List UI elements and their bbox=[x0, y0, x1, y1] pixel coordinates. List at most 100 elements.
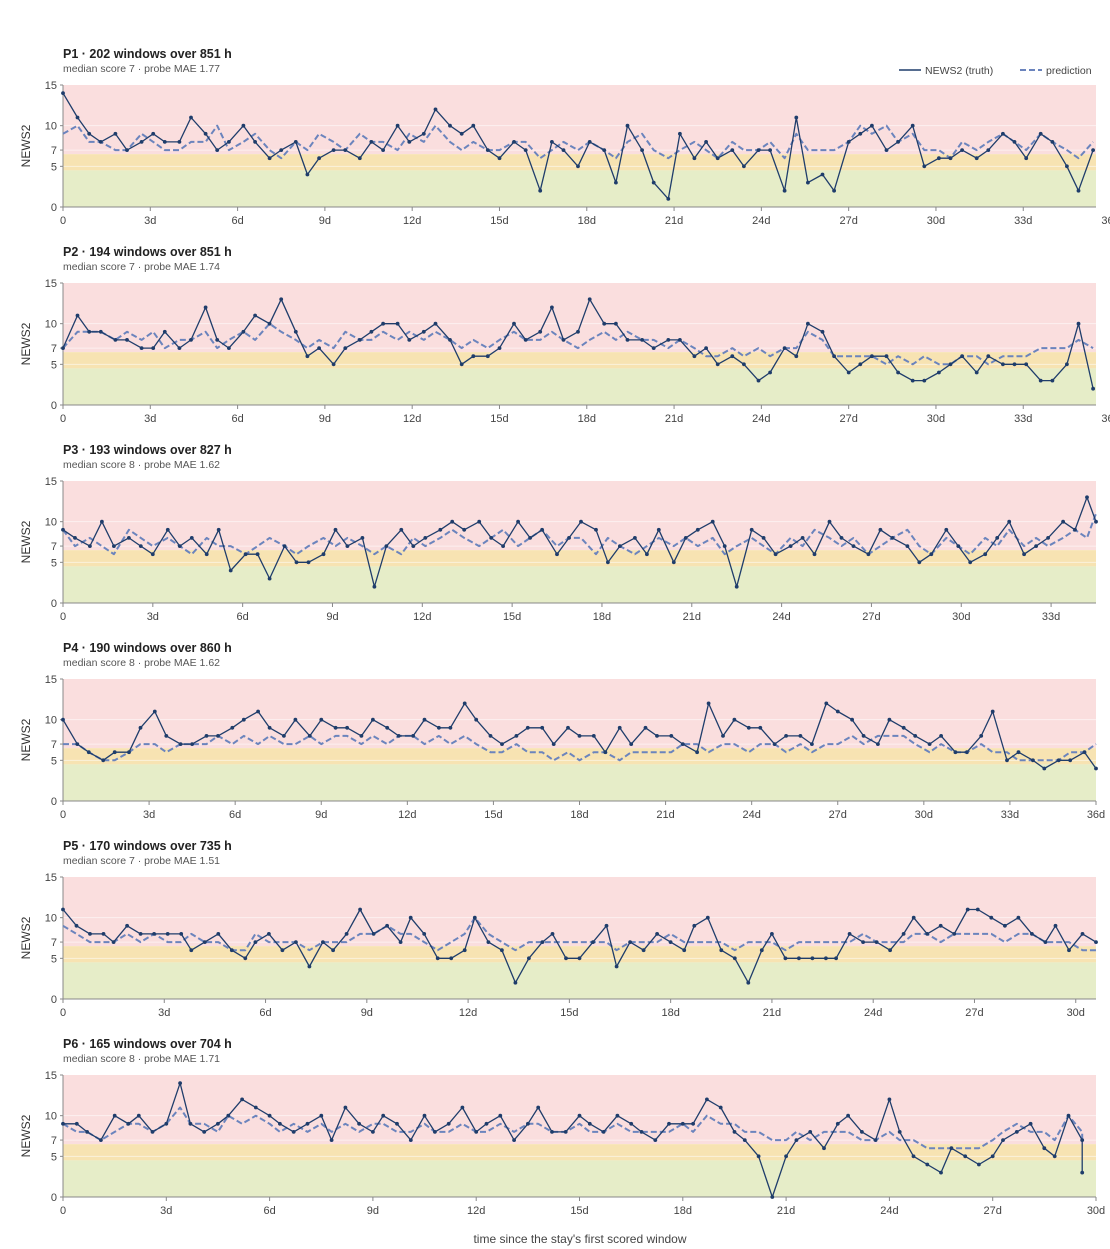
truth-point bbox=[98, 140, 103, 144]
x-tick-label: 36d bbox=[1101, 215, 1110, 227]
truth-point bbox=[705, 1097, 709, 1102]
truth-point bbox=[150, 552, 155, 557]
truth-point bbox=[784, 734, 788, 738]
truth-point bbox=[897, 1130, 902, 1134]
truth-point bbox=[1001, 362, 1005, 367]
truth-point bbox=[782, 188, 787, 193]
y-tick-label: 7 bbox=[51, 343, 57, 355]
truth-point bbox=[241, 329, 246, 334]
panel-title: P4 · 190 windows over 860 h bbox=[63, 641, 232, 655]
x-tick-label: 9d bbox=[319, 215, 331, 227]
truth-point bbox=[267, 321, 272, 326]
truth-point bbox=[282, 734, 286, 738]
truth-point bbox=[1091, 386, 1095, 391]
y-tick-label: 7 bbox=[51, 541, 57, 553]
legend-prediction-label: prediction bbox=[1046, 65, 1092, 77]
truth-point bbox=[538, 329, 543, 334]
truth-point bbox=[202, 940, 207, 944]
x-tick-label: 0 bbox=[60, 1205, 66, 1217]
truth-point bbox=[189, 115, 193, 120]
truth-point bbox=[768, 148, 772, 153]
band-low bbox=[63, 962, 1096, 999]
truth-point bbox=[485, 354, 490, 359]
truth-point bbox=[834, 956, 838, 961]
truth-point bbox=[307, 964, 312, 969]
truth-point bbox=[667, 1121, 671, 1126]
x-tick-label: 9d bbox=[326, 611, 338, 623]
x-tick-label: 36d bbox=[1087, 809, 1105, 821]
truth-point bbox=[516, 519, 520, 524]
truth-point bbox=[177, 544, 182, 548]
truth-point bbox=[579, 519, 583, 524]
truth-point bbox=[846, 140, 851, 144]
panel-subtitle: median score 8 · probe MAE 1.62 bbox=[63, 459, 220, 471]
truth-point bbox=[384, 544, 389, 548]
truth-point bbox=[215, 148, 220, 153]
truth-point bbox=[835, 709, 840, 714]
truth-point bbox=[922, 378, 927, 383]
truth-point bbox=[952, 932, 957, 936]
truth-point bbox=[577, 1113, 582, 1118]
band-medium bbox=[63, 550, 1096, 567]
truth-point bbox=[75, 115, 80, 120]
truth-point bbox=[151, 346, 156, 350]
y-tick-label: 15 bbox=[45, 674, 57, 686]
truth-point bbox=[331, 148, 336, 153]
truth-point bbox=[369, 329, 374, 334]
truth-point bbox=[800, 536, 805, 540]
truth-point bbox=[253, 940, 258, 944]
x-tick-label: 15d bbox=[484, 809, 502, 821]
truth-point bbox=[1066, 1113, 1071, 1118]
truth-point bbox=[847, 932, 852, 936]
truth-point bbox=[319, 1113, 324, 1118]
x-tick-label: 0 bbox=[60, 611, 66, 623]
truth-point bbox=[587, 1121, 592, 1126]
x-tick-label: 33d bbox=[1001, 809, 1019, 821]
truth-point bbox=[1046, 536, 1050, 540]
truth-point bbox=[460, 1105, 465, 1110]
x-tick-label: 0 bbox=[60, 809, 66, 821]
truth-point bbox=[759, 948, 764, 953]
truth-point bbox=[629, 1121, 634, 1126]
truth-point bbox=[591, 734, 596, 738]
truth-point bbox=[749, 527, 754, 532]
x-tick-label: 24d bbox=[752, 413, 770, 425]
x-tick-label: 30d bbox=[1067, 1007, 1085, 1019]
truth-point bbox=[666, 197, 671, 201]
truth-point bbox=[974, 156, 979, 161]
truth-point bbox=[293, 329, 298, 334]
truth-point bbox=[229, 948, 234, 953]
prediction-line bbox=[62, 322, 1094, 366]
truth-point bbox=[178, 1081, 183, 1085]
truth-point bbox=[901, 932, 906, 936]
truth-point bbox=[321, 940, 325, 944]
truth-point bbox=[555, 552, 559, 557]
truth-point bbox=[695, 750, 699, 755]
x-tick-label: 30d bbox=[927, 413, 945, 425]
truth-point bbox=[704, 140, 708, 144]
truth-point bbox=[216, 932, 221, 936]
truth-point bbox=[179, 932, 184, 936]
truth-point bbox=[294, 560, 299, 565]
panel-p2: P2 · 194 windows over 851 h median score … bbox=[19, 245, 1110, 425]
truth-point bbox=[851, 544, 856, 548]
truth-point bbox=[995, 536, 1000, 540]
truth-point bbox=[125, 338, 129, 342]
truth-point bbox=[1082, 750, 1087, 755]
truth-point bbox=[189, 338, 193, 342]
truth-point bbox=[189, 948, 194, 953]
y-tick-label: 0 bbox=[51, 598, 57, 610]
y-tick-label: 15 bbox=[45, 1070, 57, 1082]
truth-point bbox=[551, 742, 556, 746]
truth-point bbox=[1001, 131, 1005, 136]
truth-point bbox=[846, 370, 851, 375]
truth-point bbox=[835, 1121, 840, 1126]
truth-point bbox=[282, 544, 287, 548]
truth-point bbox=[489, 536, 494, 540]
truth-point bbox=[243, 552, 248, 557]
truth-point bbox=[965, 907, 970, 912]
truth-point bbox=[977, 1162, 981, 1167]
truth-point bbox=[526, 1121, 530, 1126]
y-tick-label: 5 bbox=[51, 359, 57, 371]
truth-point bbox=[99, 1138, 103, 1142]
